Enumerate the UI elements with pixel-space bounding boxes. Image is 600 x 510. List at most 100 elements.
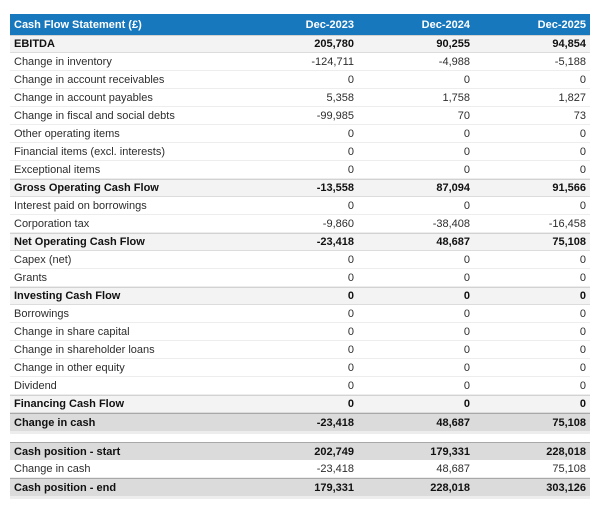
row-value: 5,358 — [326, 91, 354, 104]
column-header-dec-2023: Dec-2023 — [305, 18, 354, 31]
row-value: 0 — [463, 343, 470, 356]
row-value: 75,108 — [552, 416, 586, 429]
row-label: Change in cash — [14, 462, 91, 475]
row-value: 179,331 — [430, 445, 470, 458]
row-value: 0 — [579, 325, 586, 338]
row-value: 0 — [347, 398, 354, 410]
row-value: 70 — [457, 109, 470, 122]
row-value: -23,418 — [316, 236, 354, 248]
row-value: 0 — [347, 379, 354, 392]
row-label: Change in account payables — [14, 91, 153, 104]
table-row: EBITDA 205,780 90,255 94,854 — [10, 35, 590, 53]
row-label: Exceptional items — [14, 163, 101, 176]
row-label: Investing Cash Flow — [14, 290, 121, 302]
row-value: 0 — [579, 145, 586, 158]
table-row: Borrowings 0 0 0 — [10, 305, 590, 323]
cash-flow-statement-page: Cash Flow Statement (£) Dec-2023 Dec-202… — [10, 14, 590, 499]
table-row: Capex (net) 0 0 0 — [10, 251, 590, 269]
row-value: 73 — [573, 109, 586, 122]
table-row: Change in account payables 5,358 1,758 1… — [10, 89, 590, 107]
row-label: Cash position - start — [14, 445, 121, 458]
row-value: 0 — [463, 127, 470, 140]
table-row: Financing Cash Flow 0 0 0 — [10, 395, 590, 413]
table-row: Corporation tax -9,860 -38,408 -16,458 — [10, 215, 590, 233]
cash-flow-table: Cash Flow Statement (£) Dec-2023 Dec-202… — [10, 14, 590, 434]
row-value: -4,988 — [438, 55, 470, 68]
table-row: Net Operating Cash Flow -23,418 48,687 7… — [10, 233, 590, 251]
row-value: 0 — [347, 290, 354, 302]
row-label: Change in cash — [14, 416, 96, 429]
row-value: 0 — [463, 163, 470, 176]
row-value: -9,860 — [322, 217, 354, 230]
table-header-row: Cash Flow Statement (£) Dec-2023 Dec-202… — [10, 14, 590, 35]
row-value: 0 — [579, 199, 586, 212]
row-label: Net Operating Cash Flow — [14, 236, 145, 248]
row-value: -16,458 — [548, 217, 586, 230]
row-value: 202,749 — [314, 445, 354, 458]
table-row: Dividend 0 0 0 — [10, 377, 590, 395]
row-value: 48,687 — [436, 416, 470, 429]
row-label: Borrowings — [14, 307, 70, 320]
row-value: 0 — [347, 73, 354, 86]
row-value: 0 — [347, 163, 354, 176]
row-value: 0 — [347, 145, 354, 158]
table-row: Grants 0 0 0 — [10, 269, 590, 287]
table-title: Cash Flow Statement (£) — [14, 18, 142, 31]
row-value: 0 — [579, 163, 586, 176]
table-row: Change in inventory -124,711 -4,988 -5,1… — [10, 53, 590, 71]
row-value: 0 — [463, 361, 470, 374]
cash-position-table: Cash position - start 202,749 179,331 22… — [10, 442, 590, 499]
row-value: 0 — [463, 398, 470, 410]
row-value: 91,566 — [552, 182, 586, 194]
row-value: -13,558 — [316, 182, 354, 194]
row-value: 0 — [463, 199, 470, 212]
row-value: -124,711 — [311, 55, 354, 68]
row-label: Grants — [14, 271, 48, 284]
row-label: Change in account receivables — [14, 73, 165, 86]
row-value: 0 — [579, 398, 586, 410]
row-value: -38,408 — [432, 217, 470, 230]
row-label: Cash position - end — [14, 481, 117, 494]
row-label: Interest paid on borrowings — [14, 199, 147, 212]
row-value: 0 — [347, 343, 354, 356]
row-value: 0 — [579, 253, 586, 266]
row-value: 0 — [579, 307, 586, 320]
table-row: Change in cash -23,418 48,687 75,108 — [10, 460, 590, 478]
table-row: Interest paid on borrowings 0 0 0 — [10, 197, 590, 215]
row-value: 0 — [463, 253, 470, 266]
row-value: -99,985 — [316, 109, 354, 122]
row-label: EBITDA — [14, 38, 55, 50]
table-row: Exceptional items 0 0 0 — [10, 161, 590, 179]
row-value: 75,108 — [552, 236, 586, 248]
row-value: 0 — [463, 379, 470, 392]
column-header-dec-2025: Dec-2025 — [537, 18, 586, 31]
row-label: Gross Operating Cash Flow — [14, 182, 159, 194]
row-value: 0 — [347, 361, 354, 374]
row-value: 0 — [463, 73, 470, 86]
row-value: 0 — [347, 127, 354, 140]
row-value: 48,687 — [436, 462, 470, 475]
table-row: Financial items (excl. interests) 0 0 0 — [10, 143, 590, 161]
row-value: 48,687 — [436, 236, 470, 248]
row-value: 0 — [463, 325, 470, 338]
column-header-dec-2024: Dec-2024 — [421, 18, 470, 31]
table-row: Cash position - start 202,749 179,331 22… — [10, 442, 590, 460]
row-value: 90,255 — [436, 38, 470, 50]
row-value: 179,331 — [314, 481, 354, 494]
row-label: Other operating items — [14, 127, 120, 140]
row-value: 0 — [579, 73, 586, 86]
row-value: 0 — [347, 271, 354, 284]
row-value: 94,854 — [552, 38, 586, 50]
row-label: Change in shareholder loans — [14, 343, 155, 356]
row-value: 0 — [579, 290, 586, 302]
row-value: 0 — [347, 325, 354, 338]
row-label: Corporation tax — [14, 217, 90, 230]
table-body: EBITDA 205,780 90,255 94,854 Change in i… — [10, 35, 590, 431]
row-value: 228,018 — [546, 445, 586, 458]
row-value: 0 — [347, 253, 354, 266]
row-value: 1,758 — [442, 91, 470, 104]
row-label: Change in fiscal and social debts — [14, 109, 175, 122]
row-label: Capex (net) — [14, 253, 72, 266]
row-value: 0 — [463, 271, 470, 284]
row-label: Change in share capital — [14, 325, 130, 338]
